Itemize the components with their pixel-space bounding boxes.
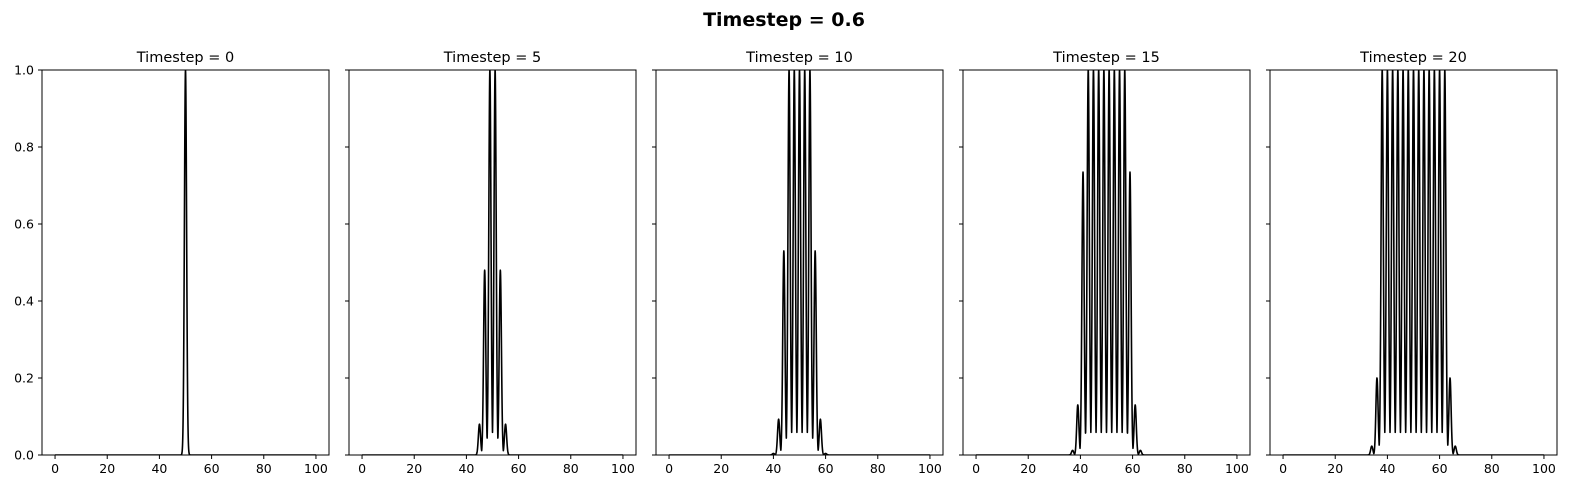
x-tick-label: 0 (358, 461, 366, 476)
x-tick-label: 20 (99, 461, 115, 476)
x-tick-label: 100 (918, 461, 942, 476)
axes-frame (348, 69, 637, 456)
x-tick-label: 60 (511, 461, 527, 476)
y-tick-label: 0.6 (14, 217, 34, 232)
x-tick-label: 100 (1532, 461, 1556, 476)
series-line (668, 70, 931, 455)
x-tick-label: 20 (1020, 461, 1036, 476)
series-line (54, 70, 317, 455)
series-line (361, 70, 624, 455)
panel-2: 0 20 40 60 80 100 Timestep = 10 (652, 50, 944, 476)
x-tick-label: 80 (1177, 461, 1193, 476)
panel-0: 0 20 40 60 80 100 0.0 0.2 0.4 0.6 0.8 1.0 Timestep =… (14, 50, 330, 476)
x-tick-label: 40 (458, 461, 474, 476)
panel-1: 0 20 40 60 80 100 Timestep = 5 (345, 50, 637, 476)
x-tick-label: 40 (1072, 461, 1088, 476)
x-tick-label: 80 (563, 461, 579, 476)
axes-frame (41, 69, 330, 456)
y-tick-label: 1.0 (14, 63, 34, 78)
panel-3: 0 20 40 60 80 100 Timestep = 15 (959, 50, 1251, 476)
x-tick-label: 60 (818, 461, 834, 476)
y-tick-label: 0.2 (14, 371, 34, 386)
x-tick-label: 80 (256, 461, 272, 476)
panel-title: Timestep = 10 (745, 50, 853, 66)
series-line (975, 70, 1238, 455)
x-tick-label: 20 (1327, 461, 1343, 476)
x-tick-label: 80 (870, 461, 886, 476)
axes-frame (655, 69, 944, 456)
panel-title: Timestep = 0 (136, 50, 234, 66)
x-tick-label: 80 (1484, 461, 1500, 476)
x-tick-label: 100 (1225, 461, 1249, 476)
x-tick-label: 60 (204, 461, 220, 476)
x-tick-label: 0 (51, 461, 59, 476)
panel-title: Timestep = 15 (1052, 50, 1160, 66)
x-tick-label: 0 (665, 461, 673, 476)
panels: 0 20 40 60 80 100 0.0 0.2 0.4 0.6 0.8 1.0 Timestep =… (14, 50, 1558, 476)
axes-frame (962, 69, 1251, 456)
x-tick-label: 60 (1125, 461, 1141, 476)
x-tick-label: 100 (611, 461, 635, 476)
y-tick-label: 0.4 (14, 294, 34, 309)
x-tick-label: 0 (972, 461, 980, 476)
figure-title: Timestep = 0.6 (703, 9, 865, 31)
x-tick-label: 100 (304, 461, 328, 476)
axes-frame (1269, 69, 1558, 456)
panel-4: 0 20 40 60 80 100 Timestep = 20 (1266, 50, 1558, 476)
x-tick-label: 40 (151, 461, 167, 476)
x-tick-label: 0 (1279, 461, 1287, 476)
x-tick-label: 40 (1379, 461, 1395, 476)
y-tick-label: 0.8 (14, 140, 34, 155)
y-tick-label: 0.0 (14, 448, 34, 463)
panel-title: Timestep = 20 (1359, 50, 1467, 66)
x-tick-label: 60 (1432, 461, 1448, 476)
x-tick-label: 20 (713, 461, 729, 476)
panel-title: Timestep = 5 (443, 50, 541, 66)
series-line (1282, 70, 1545, 455)
x-tick-label: 20 (406, 461, 422, 476)
x-tick-label: 40 (765, 461, 781, 476)
